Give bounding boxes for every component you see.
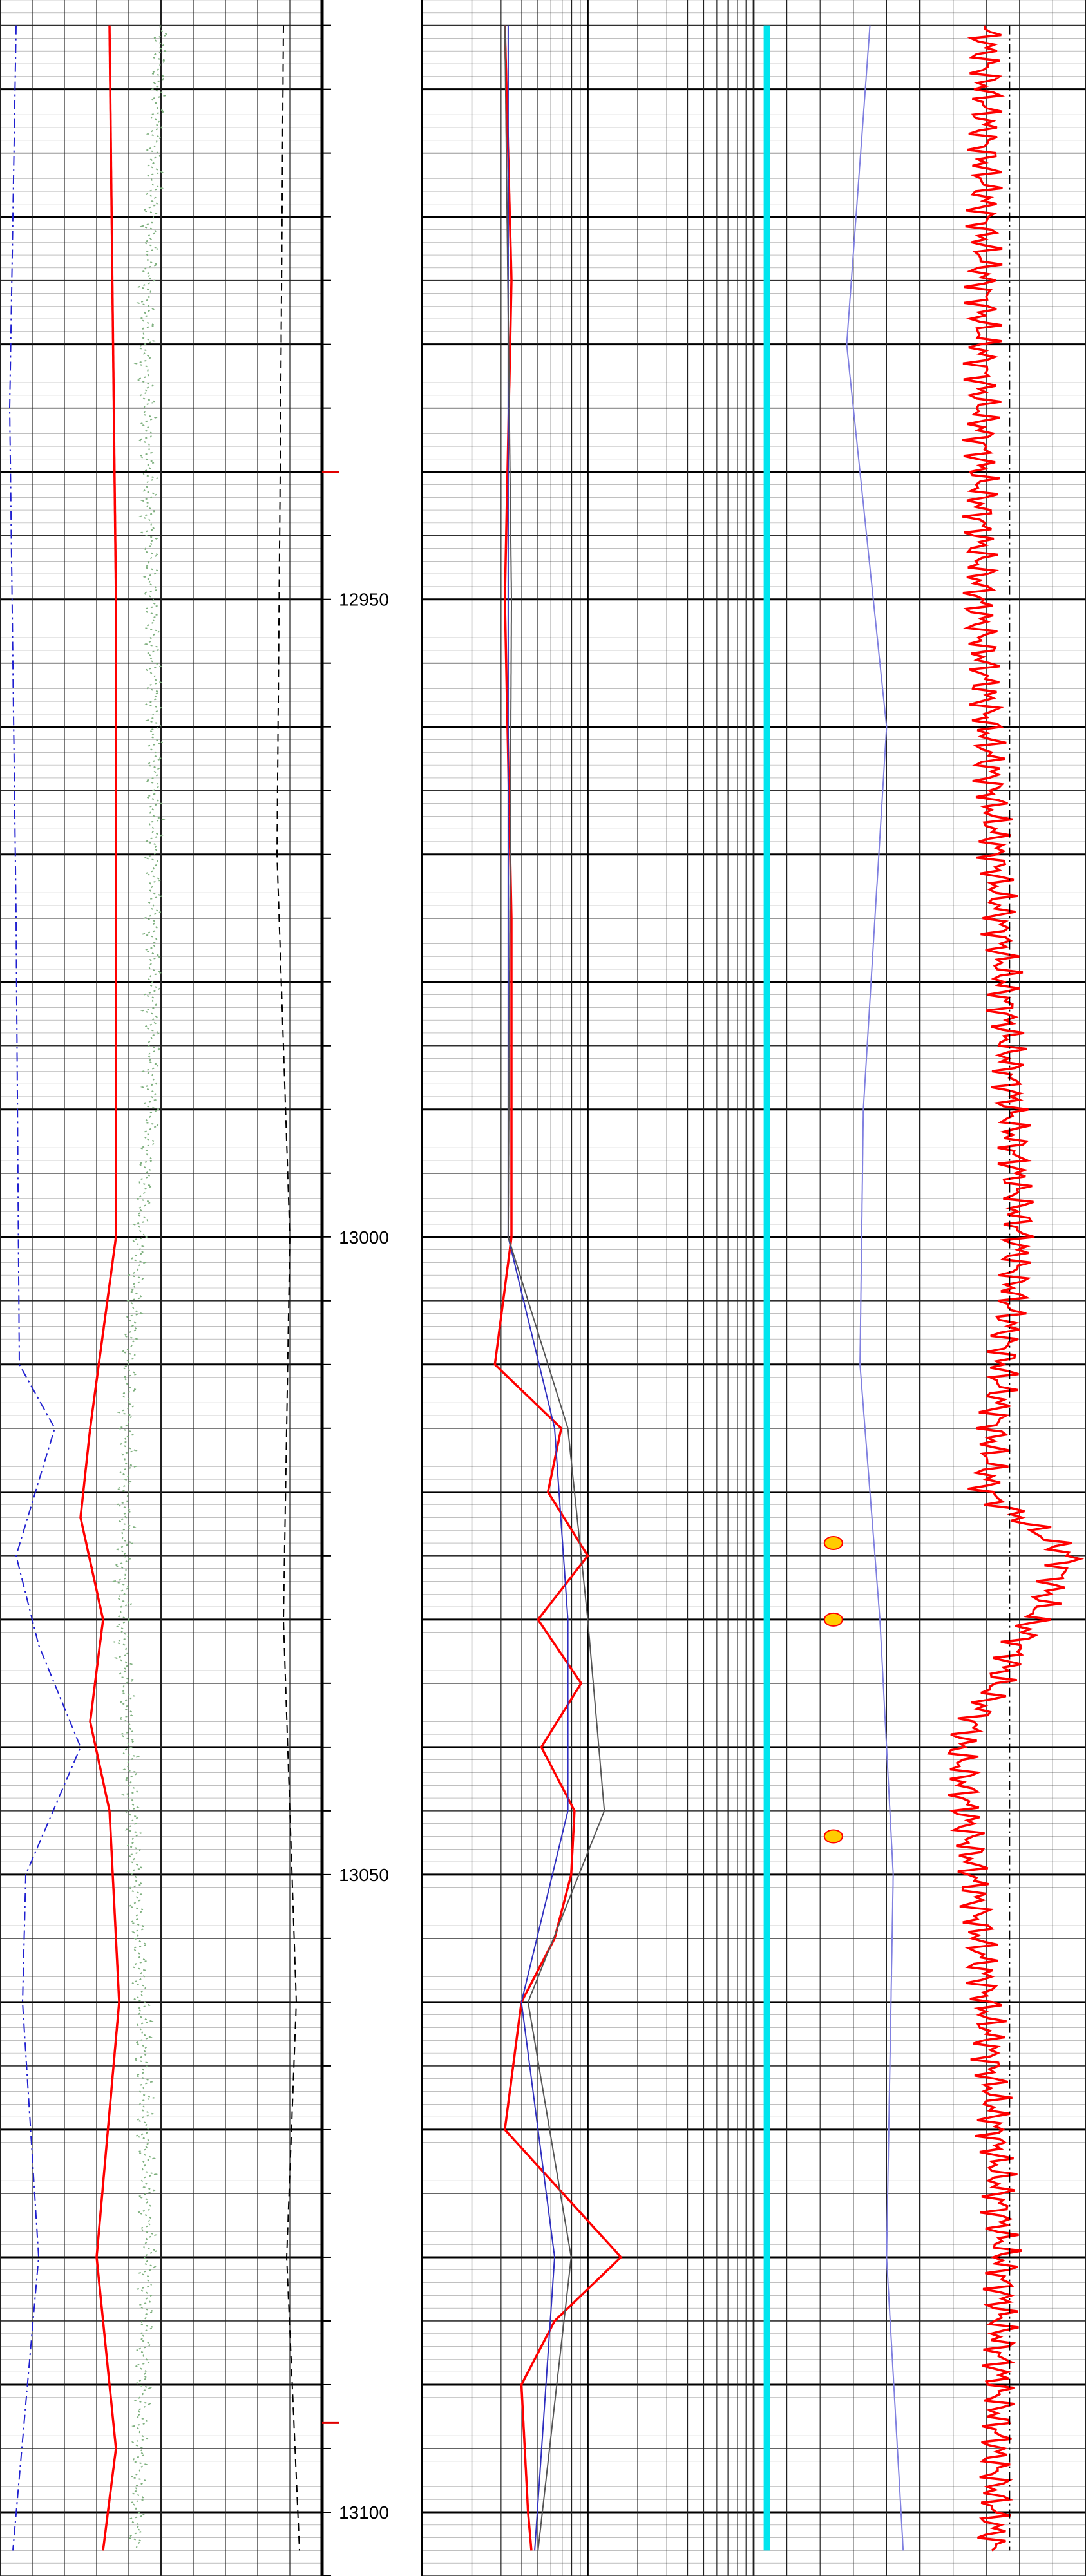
curve-track-1-1 [79, 25, 120, 2551]
depth-label: 13000 [339, 1227, 389, 1247]
depth-label: 12950 [339, 590, 389, 610]
track-grid-track-2 [421, 0, 755, 2576]
curve-track-1-3 [276, 25, 300, 2551]
depth-label: 13050 [339, 1865, 389, 1885]
highlight-fill [823, 1612, 843, 1627]
depth-label: 13100 [339, 2503, 389, 2523]
track-curves-track-3 [763, 25, 1085, 2552]
track-curves-track-2 [493, 25, 623, 2551]
track-curves-track-1 [8, 25, 300, 2551]
curve-track-2-1 [507, 25, 569, 2551]
track-grid-track-3 [752, 0, 1086, 2576]
curve-track-3-1 [846, 25, 904, 2551]
curve-track-3-2 [947, 25, 1085, 2552]
highlight-fill [823, 1536, 843, 1551]
highlight-fill [823, 1829, 843, 1844]
curve-track-2-2 [504, 25, 605, 2551]
